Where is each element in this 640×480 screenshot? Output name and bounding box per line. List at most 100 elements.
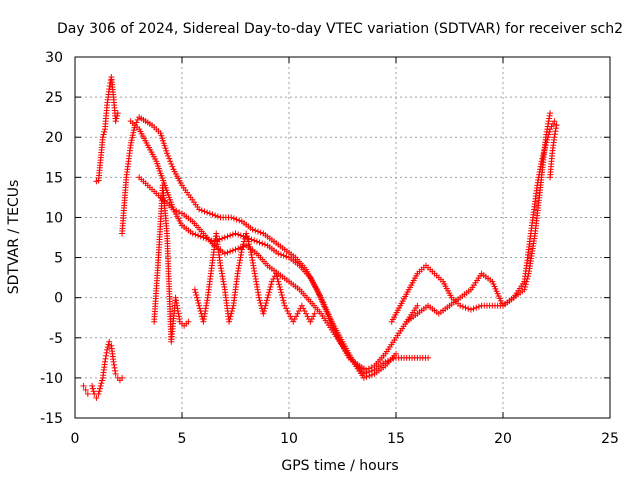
data-point — [265, 291, 272, 298]
data-point — [240, 241, 247, 248]
data-point — [303, 310, 310, 317]
data-point — [542, 144, 549, 151]
data-point — [226, 316, 233, 323]
data-point — [280, 252, 287, 259]
data-points — [80, 74, 560, 401]
data-point — [224, 233, 231, 240]
data-point — [273, 273, 280, 280]
data-point — [551, 134, 558, 141]
data-point — [230, 215, 237, 222]
data-point — [278, 291, 285, 298]
data-point — [193, 291, 200, 298]
data-point — [134, 116, 141, 123]
data-point — [112, 367, 119, 374]
data-point — [261, 305, 268, 312]
data-point — [261, 241, 268, 248]
data-point — [290, 318, 297, 325]
data-point — [127, 142, 134, 149]
data-point — [294, 310, 301, 317]
data-point — [235, 231, 242, 238]
data-point — [259, 240, 266, 247]
data-point — [267, 283, 274, 290]
data-point — [89, 385, 96, 392]
data-point — [257, 300, 264, 307]
data-point — [249, 226, 256, 233]
data-point — [227, 232, 234, 239]
data-point — [366, 368, 373, 375]
data-point — [268, 281, 275, 288]
data-point — [111, 361, 118, 368]
x-tick-label: 0 — [71, 431, 80, 447]
data-point — [459, 303, 466, 310]
data-point — [382, 358, 389, 365]
data-point — [101, 128, 108, 135]
data-point — [266, 286, 273, 293]
data-point — [547, 110, 554, 117]
data-point — [425, 354, 432, 361]
data-point — [80, 382, 87, 389]
data-point — [256, 297, 263, 304]
data-point — [263, 300, 270, 307]
data-point — [465, 305, 472, 312]
data-point — [552, 128, 559, 135]
data-point — [163, 147, 170, 154]
data-point — [82, 386, 89, 393]
data-point — [295, 308, 302, 315]
data-point — [261, 308, 268, 315]
data-point — [208, 237, 215, 244]
data-point — [173, 207, 180, 214]
data-point — [227, 313, 234, 320]
data-point — [206, 210, 213, 217]
y-tick-label: -10 — [40, 371, 63, 387]
y-axis-label: SDTVAR / TECUs — [6, 180, 22, 295]
data-point — [89, 382, 96, 389]
data-point — [274, 275, 281, 282]
data-point — [268, 278, 275, 285]
data-point — [219, 235, 226, 242]
x-tick-label: 15 — [387, 431, 405, 447]
data-point — [99, 134, 106, 141]
data-point — [201, 208, 208, 215]
data-point — [166, 155, 173, 162]
data-point — [131, 124, 138, 131]
data-point — [251, 237, 258, 244]
data-point — [233, 216, 240, 223]
data-point — [112, 118, 119, 125]
data-point — [104, 346, 111, 353]
data-point — [256, 294, 263, 301]
data-point — [239, 243, 246, 250]
data-point — [212, 212, 219, 219]
data-point — [197, 233, 204, 240]
data-point — [161, 142, 168, 149]
data-point — [229, 305, 236, 312]
data-point — [368, 367, 375, 374]
data-point — [363, 366, 370, 373]
data-point — [257, 229, 264, 236]
data-point — [232, 230, 239, 237]
data-point — [189, 230, 196, 237]
data-point — [162, 145, 169, 152]
data-point — [221, 250, 228, 257]
data-point — [158, 132, 165, 139]
data-point — [281, 302, 288, 309]
data-point — [243, 230, 250, 237]
data-point — [229, 231, 236, 238]
data-point — [539, 152, 546, 159]
y-tick-label: 10 — [45, 210, 63, 226]
data-point — [545, 131, 552, 138]
data-point — [196, 206, 203, 213]
data-point — [195, 232, 202, 239]
data-point — [276, 283, 283, 290]
data-point — [384, 357, 391, 364]
data-point — [310, 313, 317, 320]
data-point — [226, 318, 233, 325]
data-point — [167, 158, 174, 165]
data-point — [467, 306, 474, 313]
grid — [75, 57, 610, 418]
data-point — [311, 310, 318, 317]
axis-ticks: 0 5 10 15 20 25 -15 -10 -5 0 5 10 15 20 25 30 — [40, 50, 619, 447]
data-point — [99, 377, 106, 384]
data-point — [203, 235, 210, 242]
data-point — [130, 129, 137, 136]
data-point — [129, 134, 136, 141]
